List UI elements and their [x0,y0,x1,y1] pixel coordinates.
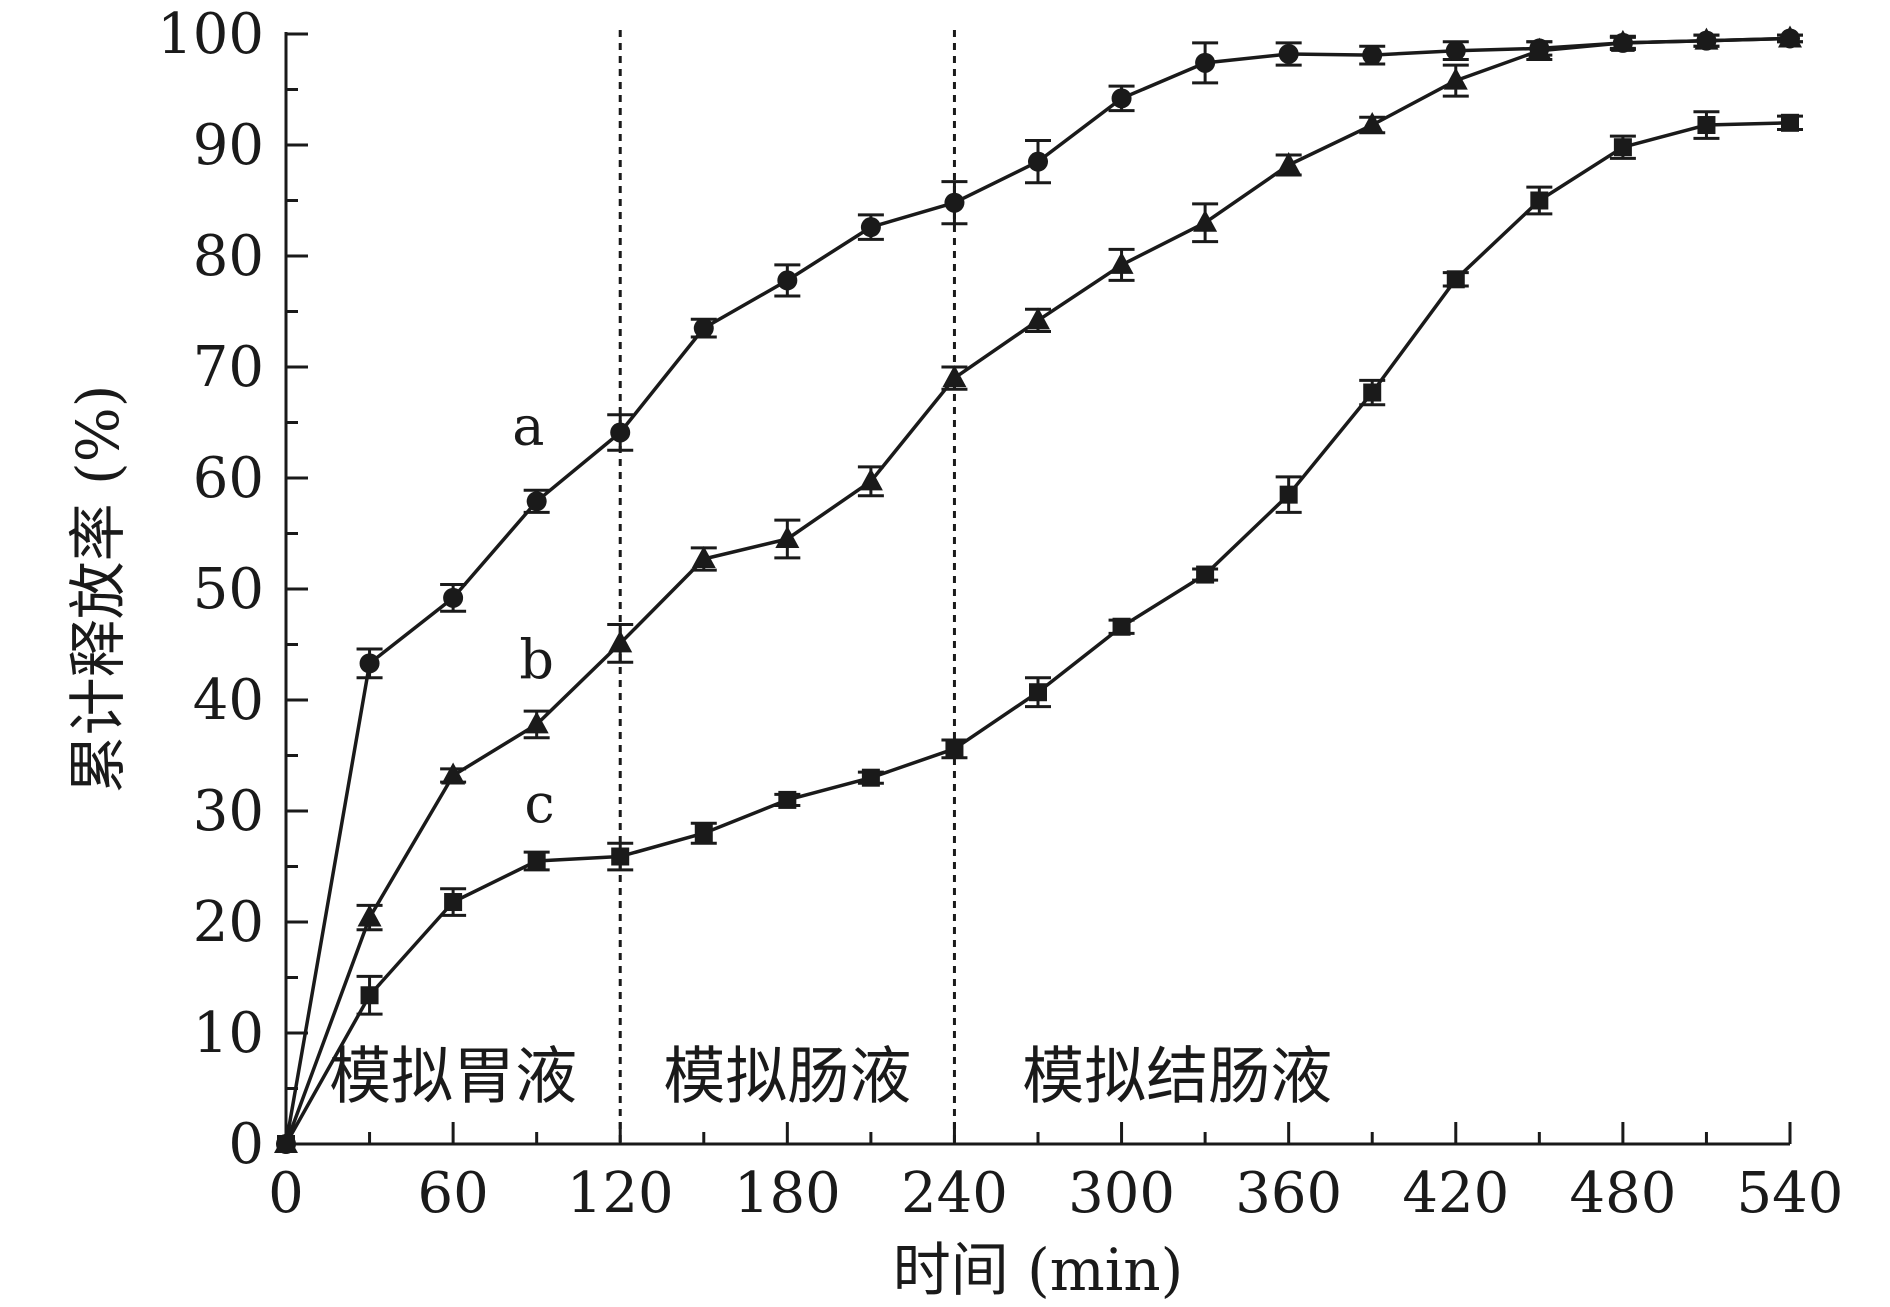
data-point [691,546,716,569]
data-point [1278,43,1299,64]
phase-region-label: 模拟胃液 [329,1040,577,1113]
y-tick-label: 100 [157,2,264,67]
phase-dividers [618,30,956,1144]
phase-region-label: 模拟肠液 [663,1040,911,1113]
y-tick-label: 0 [228,1112,264,1177]
series-labels: a b c [512,395,554,835]
data-point [1697,116,1716,135]
x-tick-label: 60 [417,1161,488,1226]
axes: 0 10 20 30 40 50 60 70 80 90 100 0 60 120 180 240 300 360… [157,2,1843,1226]
data-point [527,851,546,870]
y-tick-label: 10 [193,1001,264,1066]
data-point [693,318,714,339]
data-point [357,904,382,927]
y-tick-label: 80 [193,224,264,289]
y-tick-label: 30 [193,779,264,844]
data-point [1694,27,1719,50]
series-label-b: b [519,628,554,691]
data-point [441,762,466,785]
data-point [608,630,633,653]
x-tick-label: 300 [1068,1161,1175,1226]
data-point [1613,138,1632,157]
series-group [274,25,1803,1154]
x-tick-label: 480 [1569,1161,1676,1226]
data-point [860,217,881,238]
x-tick-label: 120 [567,1161,674,1226]
data-point [1445,40,1466,61]
data-point [1028,151,1048,172]
series-c [277,110,1803,1153]
data-point [524,711,549,734]
y-tick-label: 50 [193,557,264,622]
data-point [1778,25,1802,48]
series-c-line [284,121,1791,1145]
data-point [778,790,797,809]
x-tick-label: 360 [1235,1161,1342,1226]
y-tick-label: 60 [193,446,264,511]
data-point [777,270,798,291]
data-point [1781,113,1799,132]
x-tick-label: 180 [734,1161,841,1226]
data-point [443,587,464,608]
data-point [1195,52,1216,73]
data-point [444,893,463,912]
x-tick-label: 240 [901,1161,1008,1226]
data-point [1112,617,1131,636]
x-tick-label: 540 [1737,1161,1844,1226]
data-point [1279,485,1298,504]
y-tick-label: 40 [193,668,264,733]
data-point [1527,37,1552,60]
data-point [1446,270,1465,289]
series-a [276,28,1803,1154]
data-point [359,653,380,674]
data-point [526,491,547,512]
phase-region-label: 模拟结肠液 [1022,1040,1332,1113]
data-point [1026,307,1050,330]
data-point [861,768,880,787]
data-point [1610,29,1635,52]
data-point [1362,45,1383,66]
series-label-a: a [512,395,544,458]
data-point [1029,683,1047,702]
data-point [360,986,379,1005]
data-point [945,739,964,758]
phase-region-labels: 模拟胃液 模拟肠液 模拟结肠液 [329,1040,1332,1113]
data-point [1111,88,1132,109]
data-point [1193,209,1218,232]
x-axis-title: 时间 (min) [893,1236,1184,1304]
series-b [274,25,1803,1153]
data-point [944,192,965,213]
data-point [610,422,631,443]
data-point [277,1135,295,1153]
series-b-line [284,36,1791,1145]
y-axis-title: 累计释放率 (%) [64,385,132,794]
data-point [1109,251,1134,274]
y-tick-label: 90 [193,113,264,178]
data-point [611,847,630,866]
x-tick-label: 0 [268,1161,304,1226]
data-point [1363,383,1382,402]
series-label-c: c [524,772,554,835]
data-point [1530,191,1549,210]
data-point [1360,112,1385,135]
data-point [775,526,800,549]
data-point [1443,67,1468,90]
data-point [858,468,883,491]
data-point [1196,565,1215,584]
y-tick-label: 20 [193,890,264,955]
data-point [694,824,713,843]
series-a-line [284,36,1791,1145]
data-point [1276,151,1301,174]
y-tick-label: 70 [193,335,264,400]
x-tick-label: 420 [1402,1161,1509,1226]
data-point [942,365,967,388]
